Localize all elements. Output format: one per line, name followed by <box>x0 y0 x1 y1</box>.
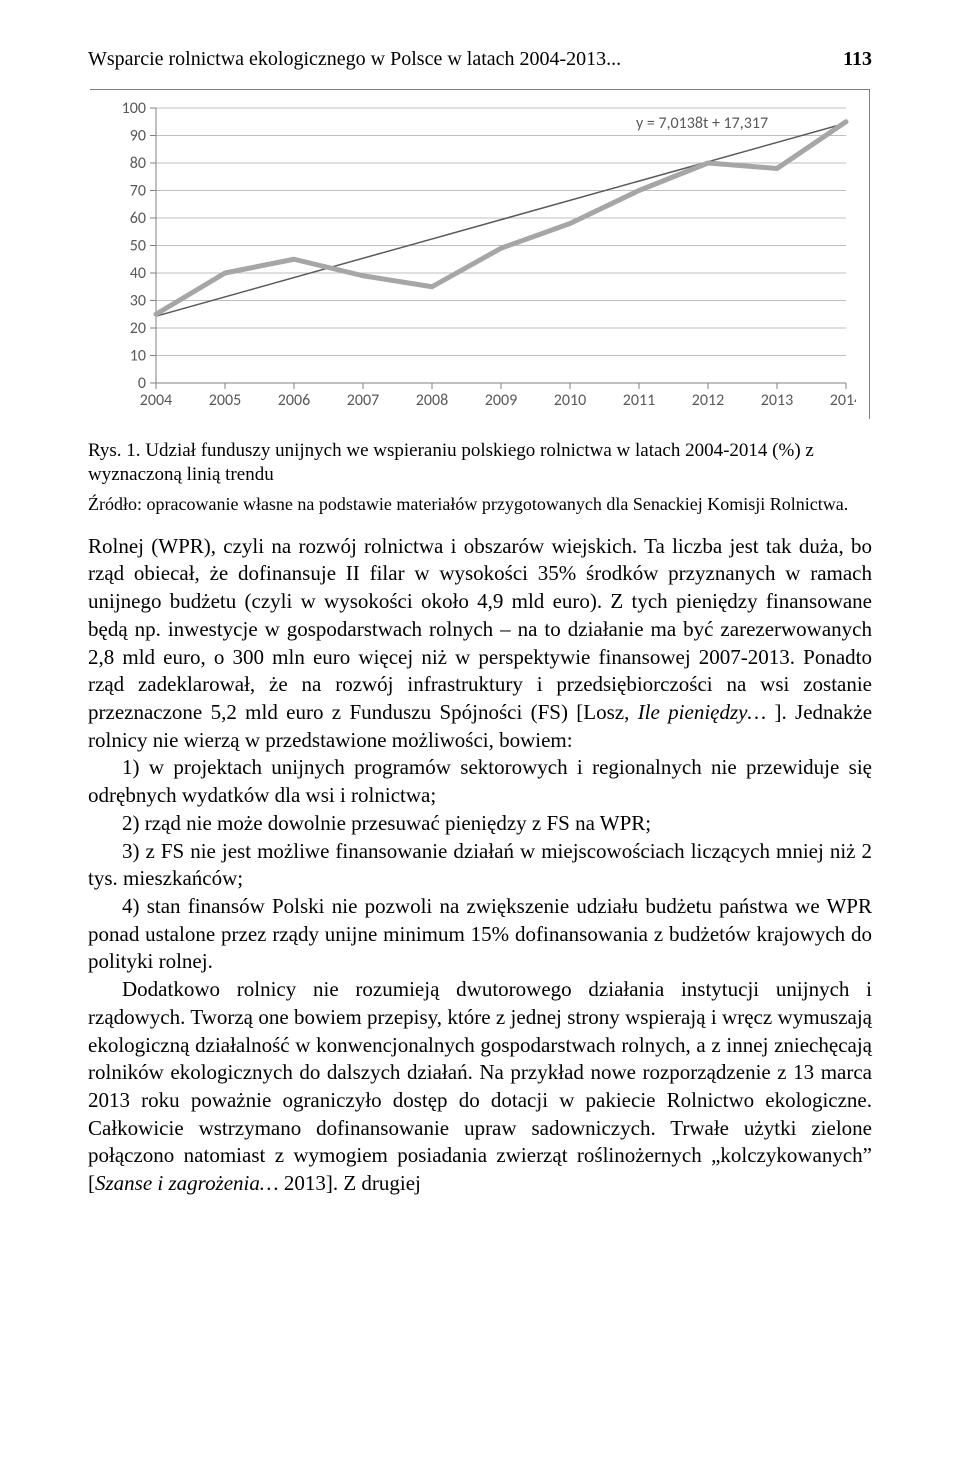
svg-text:60: 60 <box>130 209 146 228</box>
list-item-1: 1) w projektach unijnych programów sekto… <box>88 754 872 809</box>
svg-text:2013: 2013 <box>761 391 793 410</box>
line-chart: 0102030405060708090100200420052006200720… <box>96 98 856 413</box>
svg-text:20: 20 <box>130 319 146 338</box>
para1-italic: Ile pieniędzy… <box>638 700 766 724</box>
svg-text:2006: 2006 <box>278 391 310 410</box>
svg-text:40: 40 <box>130 264 146 283</box>
list-item-4: 4) stan finansów Polski nie pozwoli na z… <box>88 893 872 976</box>
svg-text:2005: 2005 <box>209 391 241 410</box>
para2-a: Dodatkowo rolnicy nie rozumieją dwutorow… <box>88 977 872 1195</box>
svg-text:2004: 2004 <box>140 391 172 410</box>
svg-text:2007: 2007 <box>347 391 379 410</box>
svg-text:100: 100 <box>122 99 146 118</box>
paragraph-1: Rolnej (WPR), czyli na rozwój rolnictwa … <box>88 533 872 755</box>
running-header: Wsparcie rolnictwa ekologicznego w Polsc… <box>88 48 872 71</box>
paragraph-2: Dodatkowo rolnicy nie rozumieją dwutorow… <box>88 976 872 1198</box>
chart-source: Źródło: opracowanie własne na podstawie … <box>88 494 872 515</box>
svg-text:2010: 2010 <box>554 391 586 410</box>
chart-caption-prefix: Rys. 1. <box>88 440 145 461</box>
svg-text:2008: 2008 <box>416 391 448 410</box>
para1-a: Rolnej (WPR), czyli na rozwój rolnictwa … <box>88 534 872 724</box>
para2-italic: Szanse i zagrożenia… <box>95 1171 279 1195</box>
chart-caption: Rys. 1. Udział funduszy unijnych we wspi… <box>88 439 872 488</box>
svg-text:50: 50 <box>130 237 146 256</box>
svg-text:30: 30 <box>130 292 146 311</box>
svg-text:y = 7,0138t + 17,317: y = 7,0138t + 17,317 <box>636 114 768 133</box>
svg-text:2009: 2009 <box>485 391 517 410</box>
svg-text:90: 90 <box>130 127 146 146</box>
svg-text:2012: 2012 <box>692 391 724 410</box>
running-title: Wsparcie rolnictwa ekologicznego w Polsc… <box>88 48 621 71</box>
page-number: 113 <box>843 48 872 71</box>
list-item-3: 3) z FS nie jest możliwe finansowanie dz… <box>88 838 872 893</box>
chart-caption-text: Udział funduszy unijnych we wspieraniu p… <box>88 440 814 485</box>
list-item-2: 2) rząd nie może dowolnie przesuwać pien… <box>88 810 872 838</box>
chart-container: 0102030405060708090100200420052006200720… <box>90 89 870 419</box>
para2-b: 2013]. Z drugiej <box>279 1171 421 1195</box>
svg-text:2011: 2011 <box>623 391 655 410</box>
svg-text:70: 70 <box>130 182 146 201</box>
svg-text:10: 10 <box>130 347 146 366</box>
svg-text:80: 80 <box>130 154 146 173</box>
svg-text:2014: 2014 <box>830 391 856 410</box>
body-text: Rolnej (WPR), czyli na rozwój rolnictwa … <box>88 533 872 1198</box>
